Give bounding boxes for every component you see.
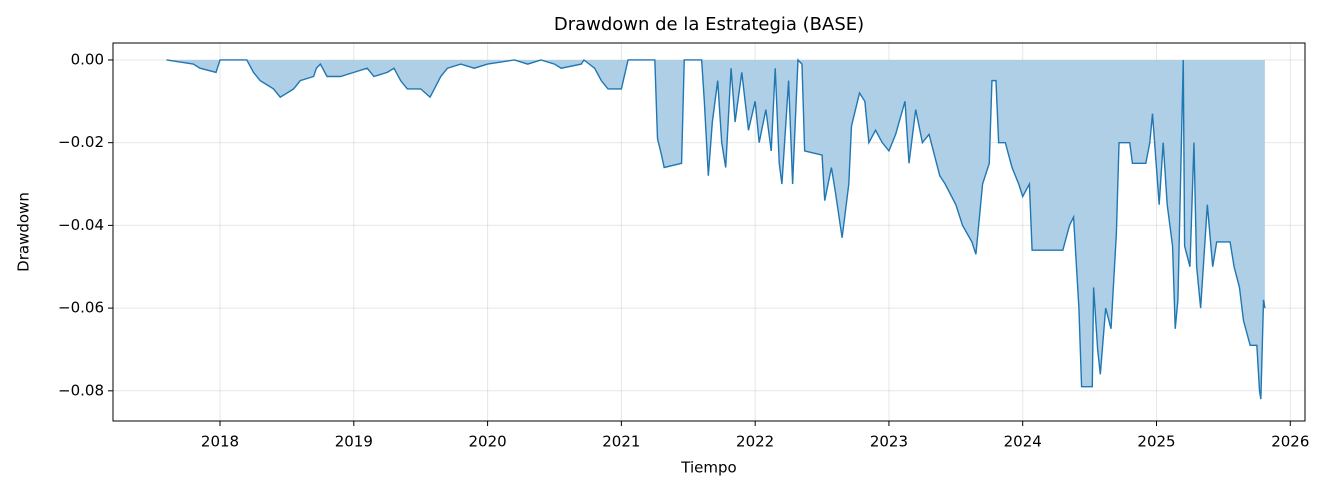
y-tick-label: −0.02 (58, 133, 104, 151)
y-tick-label: −0.08 (58, 381, 104, 399)
y-tick-label: −0.04 (58, 216, 104, 234)
plot-frame (112, 42, 1306, 422)
y-tick-label: −0.06 (58, 299, 104, 317)
x-tick-label: 2019 (335, 433, 373, 451)
x-tick-label: 2022 (736, 433, 774, 451)
y-tick-label: 0.00 (71, 50, 104, 68)
x-tick-label: 2025 (1137, 433, 1175, 451)
chart-title: Drawdown de la Estrategia (BASE) (554, 14, 864, 35)
x-tick-label: 2023 (870, 433, 908, 451)
area-fill (166, 59, 1265, 400)
x-axis-label: Tiempo (680, 459, 736, 477)
x-tick-label: 2021 (602, 433, 640, 451)
x-tick-label: 2024 (1004, 433, 1042, 451)
x-tick-label: 2018 (201, 433, 239, 451)
area-line (166, 58, 1266, 400)
y-axis-label: Drawdown (15, 192, 33, 272)
x-tick-label: 2026 (1271, 433, 1309, 451)
x-tick-label: 2020 (468, 433, 506, 451)
